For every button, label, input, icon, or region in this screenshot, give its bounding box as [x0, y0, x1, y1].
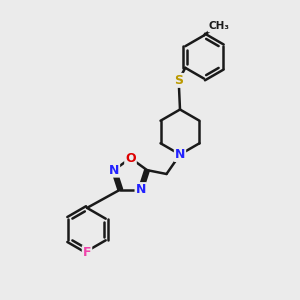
Text: N: N [136, 183, 146, 196]
Text: CH₃: CH₃ [208, 21, 230, 32]
Text: O: O [125, 152, 136, 165]
Text: S: S [174, 74, 183, 87]
Text: N: N [109, 164, 119, 177]
Text: F: F [83, 246, 91, 259]
Text: N: N [175, 148, 185, 161]
